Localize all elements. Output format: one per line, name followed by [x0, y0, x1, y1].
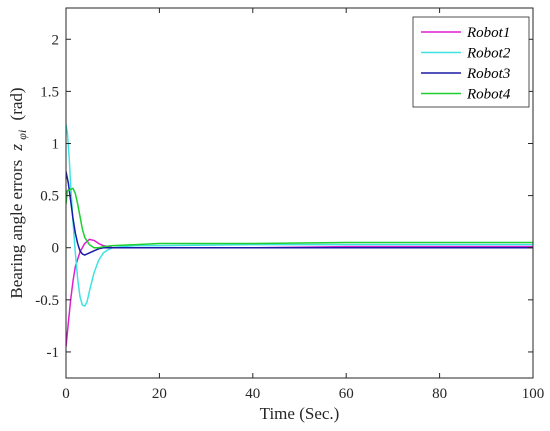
x-tick-label: 60	[339, 386, 354, 402]
legend-item-robot1: Robot1	[421, 25, 510, 41]
y-tick-label: 1.5	[40, 84, 59, 100]
series-layer	[66, 123, 533, 348]
y-tick-label: 0.5	[40, 189, 59, 205]
y-tick-label: 1	[52, 136, 60, 152]
legend-label: Robot1	[466, 25, 510, 41]
y-tick-label: 0	[52, 241, 60, 257]
legend-item-robot4: Robot4	[421, 87, 511, 103]
x-tick-label: 80	[432, 386, 447, 402]
x-tick-label: 20	[152, 386, 167, 402]
y-tick-label: -1	[47, 345, 60, 361]
series-line-robot3	[66, 170, 533, 256]
y-axis-label-subscript: φi	[15, 130, 29, 140]
plot-frame	[65, 7, 534, 379]
y-axis-label-unit: (rad)	[7, 87, 26, 120]
y-axis-ticks: -1 -0.5 0 0.5 1 1.5 2	[35, 32, 533, 361]
y-axis-label: Bearing angle errors z φi (rad)	[7, 87, 30, 298]
x-tick-label: 100	[522, 386, 545, 402]
legend-item-robot2: Robot2	[421, 46, 511, 62]
series-line-robot4	[66, 187, 533, 249]
legend-label: Robot3	[466, 66, 510, 82]
x-axis-ticks: 0 20 40 60 80 100	[62, 8, 544, 402]
y-axis-label-text: Bearing angle errors	[7, 160, 26, 299]
y-tick-label: 2	[52, 32, 60, 48]
y-tick-label: -0.5	[35, 293, 59, 309]
x-axis-label: Time (Sec.)	[260, 404, 340, 423]
legend-items: Robot1 Robot2 Robot3 Robot4	[421, 25, 511, 103]
x-tick-label: 40	[245, 386, 260, 402]
legend-label: Robot2	[466, 46, 511, 62]
legend-item-robot3: Robot3	[421, 66, 510, 82]
x-tick-label: 0	[62, 386, 70, 402]
legend: Robot1 Robot2 Robot3 Robot4	[412, 16, 530, 108]
legend-label: Robot4	[466, 87, 511, 103]
y-axis-label-symbol: z	[7, 144, 26, 152]
